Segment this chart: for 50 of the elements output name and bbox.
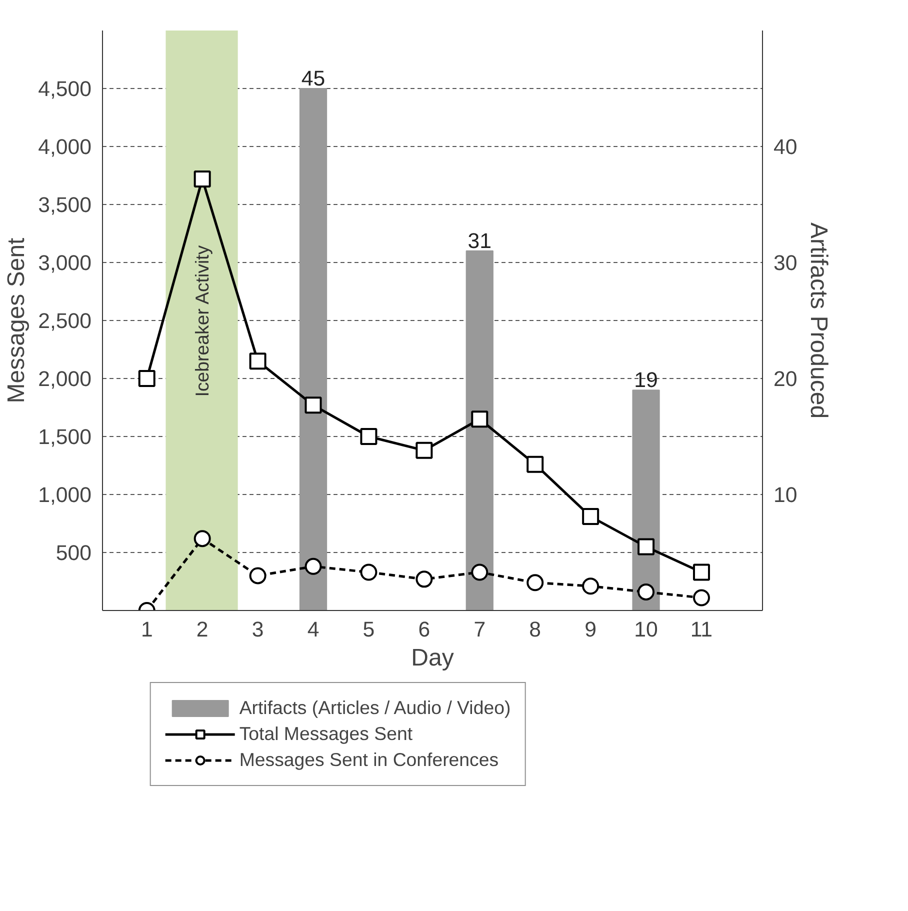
point (471, 564, 488, 581)
x-axis-title: Day (411, 644, 454, 672)
data-label: 19 (634, 368, 658, 392)
band-label: Icebreaker Activity (191, 244, 212, 397)
y2-tick-label: 10 (774, 483, 798, 507)
y2-tick-label: 20 (774, 367, 798, 391)
y-tick-label: 2,500 (38, 309, 92, 333)
y2-tick-label: 40 (774, 135, 798, 159)
x-tick-label: 4 (307, 618, 320, 642)
y-tick-label: 500 (56, 541, 92, 565)
bar (466, 250, 494, 610)
legend-label: Artifacts (Articles / Audio / Video) (239, 697, 511, 719)
bar (632, 390, 660, 610)
point (526, 456, 544, 473)
point (304, 558, 322, 575)
y-tick-label: 1,000 (38, 483, 92, 507)
y2-axis-title: Artifacts Produced (805, 222, 832, 419)
y-tick-label: 3,500 (38, 193, 92, 217)
data-label: 45 (301, 66, 326, 90)
point (582, 508, 600, 526)
y-tick-label: 4,500 (38, 77, 92, 101)
y-tick-label: 3,000 (38, 251, 92, 275)
x-tick-label: 1 (140, 618, 153, 642)
x-tick-label: 2 (196, 618, 208, 642)
data-label: 31 (468, 228, 492, 253)
point (360, 428, 378, 445)
x-tick-label: 3 (252, 618, 264, 642)
point (638, 538, 655, 556)
point (638, 583, 655, 600)
x-tick-label: 5 (362, 618, 375, 642)
x-tick-label: 10 (634, 618, 658, 642)
y-tick-label: 4,000 (38, 135, 92, 159)
legend-label: Messages Sent in Conferences (239, 749, 499, 771)
y-tick-label: 2,000 (38, 367, 92, 391)
y2-tick-label: 30 (774, 251, 798, 275)
point (304, 396, 322, 414)
legend-label: Total Messages Sent (239, 723, 413, 745)
y-tick-label: 1,500 (38, 425, 92, 449)
bar (299, 88, 328, 610)
x-tick-label: 6 (418, 618, 430, 642)
x-tick-label: 8 (529, 618, 542, 642)
point (249, 352, 266, 370)
point (194, 170, 211, 188)
point (194, 530, 211, 548)
point (471, 410, 488, 428)
x-tick-label: 9 (584, 618, 597, 642)
x-tick-label: 7 (474, 618, 486, 642)
y-axis-title: Messages Sent (3, 237, 30, 404)
point (416, 442, 433, 459)
x-tick-label: 11 (690, 618, 713, 642)
